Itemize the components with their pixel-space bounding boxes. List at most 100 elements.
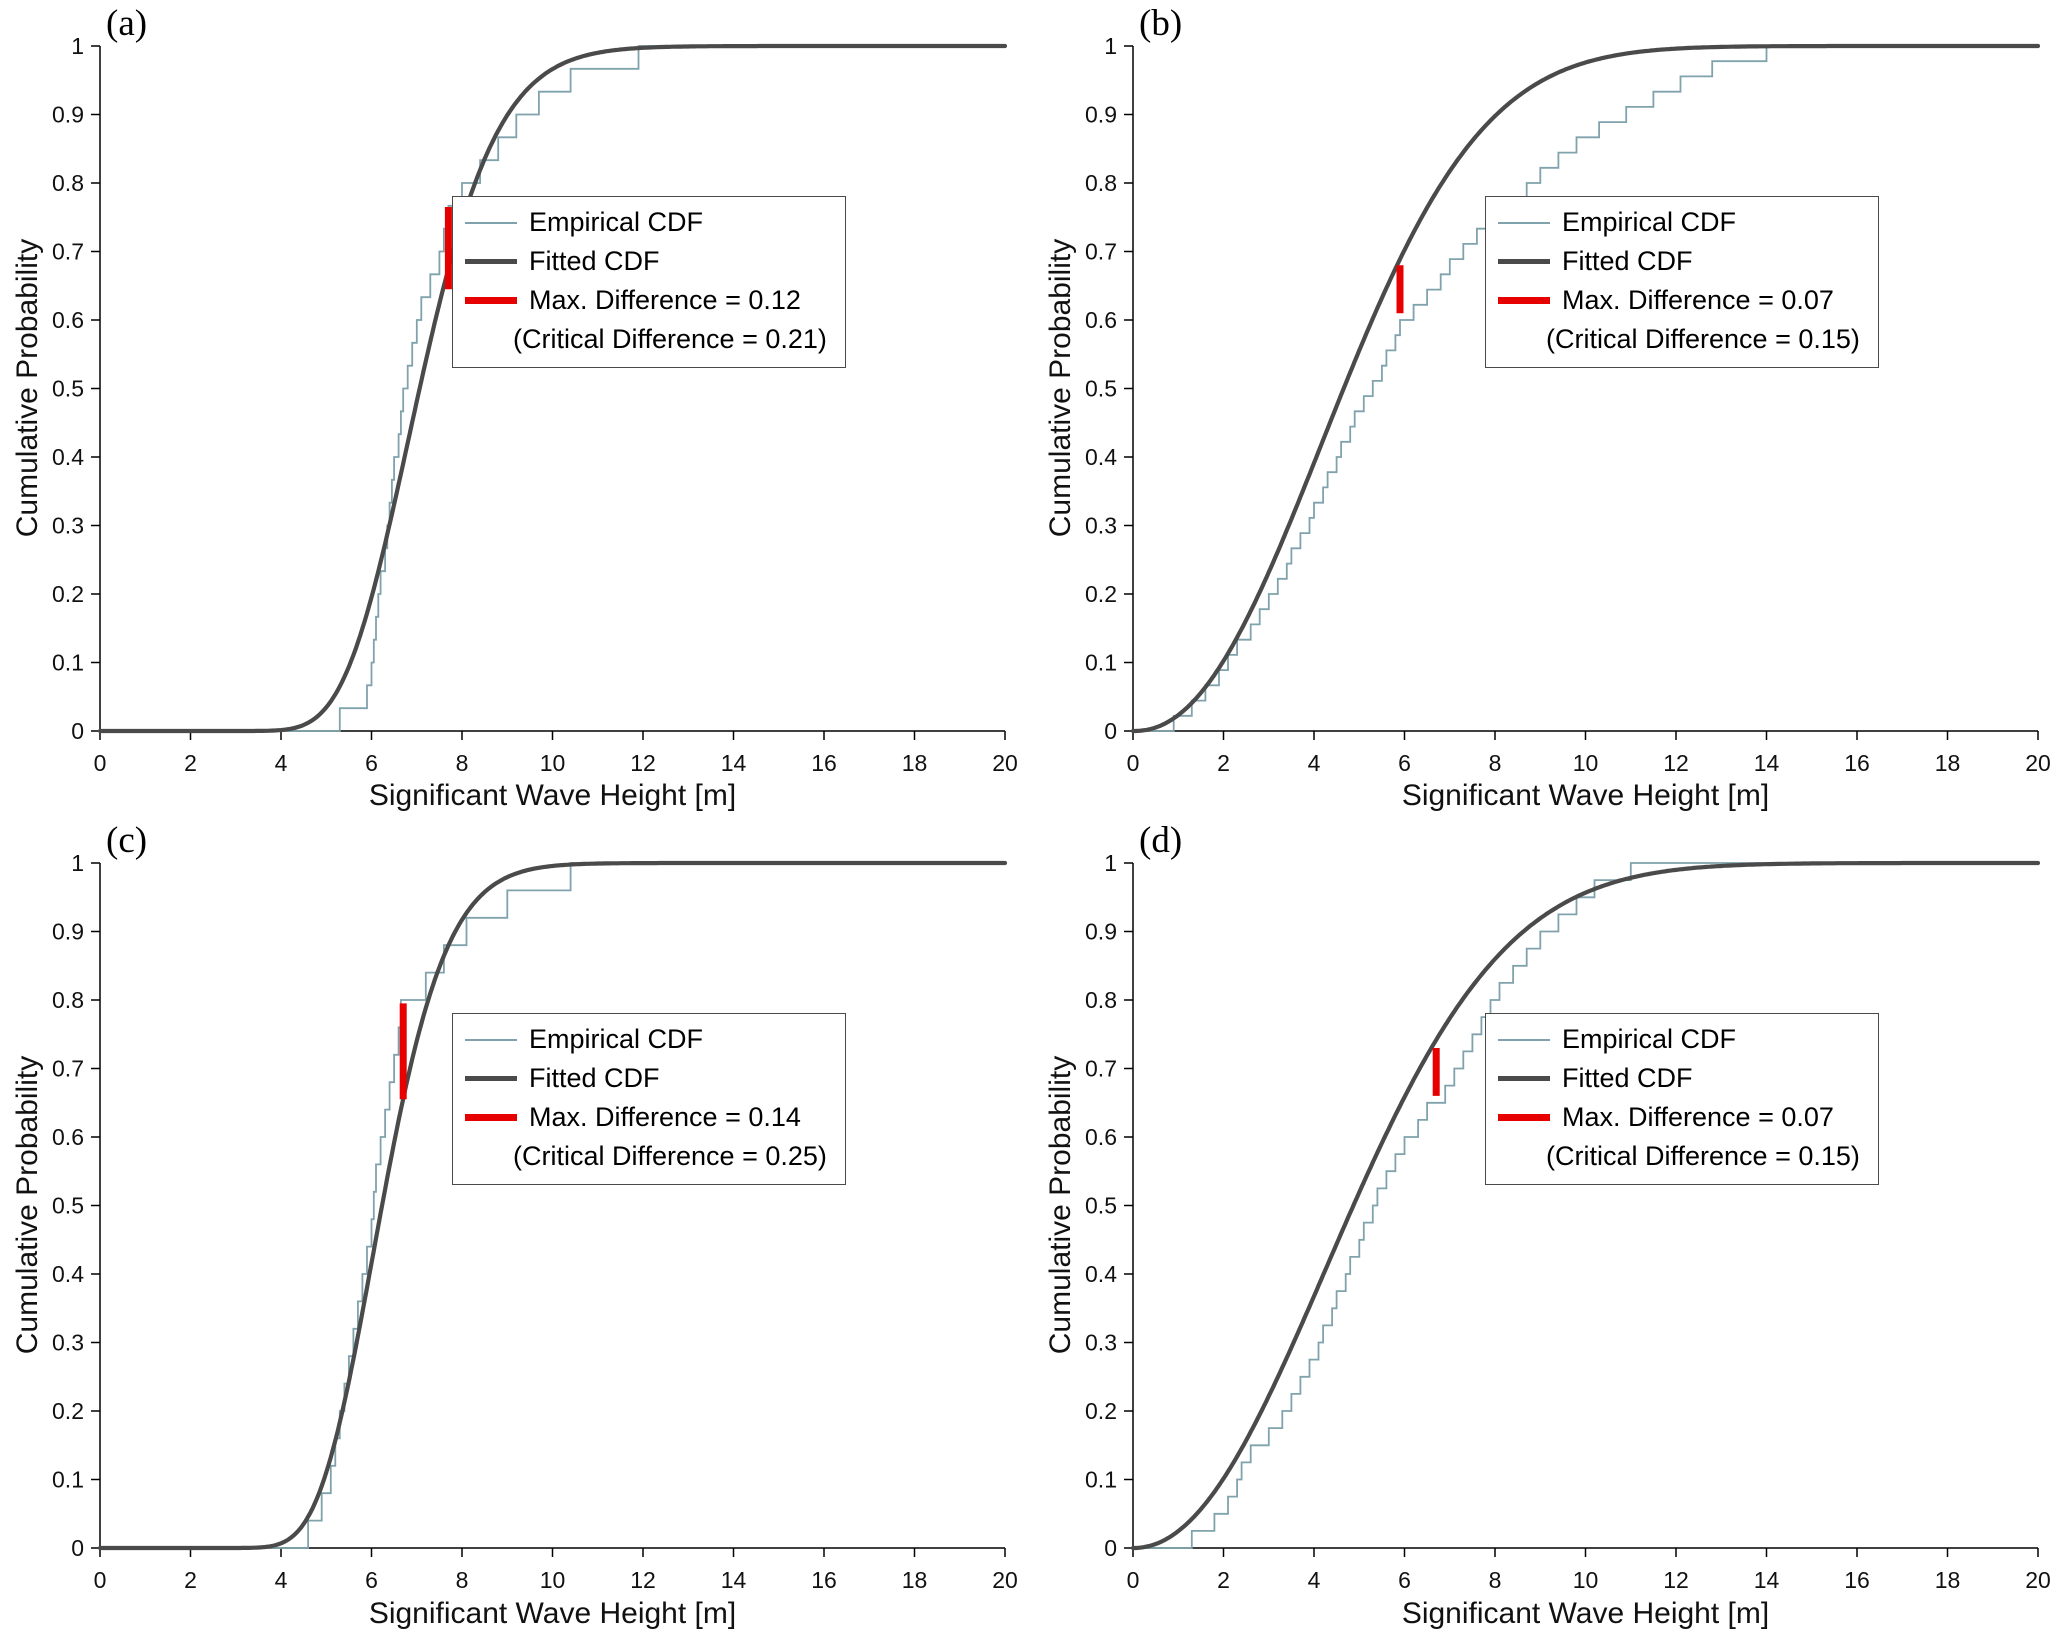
svg-text:6: 6 (365, 750, 378, 776)
svg-text:0: 0 (1127, 1567, 1140, 1593)
svg-text:1: 1 (1104, 850, 1117, 876)
y-axis-label: Cumulative Probability (1044, 1055, 1077, 1355)
svg-text:0.5: 0.5 (52, 376, 84, 402)
svg-text:8: 8 (456, 750, 469, 776)
cdf-plot-d: 0 2 4 6 8 10 12 14 16 18 20 0 0.1 0.2 0.3 0.4 0.5 0.6 0.7 0… (1085, 850, 2051, 1593)
legend: Empirical CDF Fitted CDF Max. Difference… (452, 1013, 846, 1186)
cdf-plot-a: 0 2 4 6 8 10 12 14 16 18 20 0 0.1 0.2 0.3 0.4 0.5 0.6 0.7 0… (52, 33, 1018, 776)
legend-empirical-label: Empirical CDF (1562, 207, 1737, 237)
svg-text:0.9: 0.9 (1085, 102, 1117, 128)
svg-text:18: 18 (1935, 1567, 1961, 1593)
max-difference-swatch (465, 297, 517, 305)
svg-text:1: 1 (71, 33, 84, 59)
legend-fitted-label: Fitted CDF (529, 1062, 660, 1093)
svg-text:0: 0 (71, 718, 84, 744)
svg-text:0.1: 0.1 (1085, 1467, 1117, 1493)
max-difference-swatch (1498, 297, 1550, 305)
svg-text:0.5: 0.5 (1085, 1193, 1117, 1219)
svg-text:0.5: 0.5 (52, 1193, 84, 1219)
panel-c: 0 2 4 6 8 10 12 14 16 18 20 0 0.1 0.2 0.3 0.4 0.5 0.6 0.7 0… (0, 817, 1033, 1635)
svg-text:0: 0 (1104, 1535, 1117, 1561)
cdf-plot-c: 0 2 4 6 8 10 12 14 16 18 20 0 0.1 0.2 0.3 0.4 0.5 0.6 0.7 0… (52, 850, 1018, 1593)
max-difference-swatch (465, 1114, 517, 1122)
svg-text:0.3: 0.3 (52, 1330, 84, 1356)
svg-text:0.9: 0.9 (52, 919, 84, 945)
svg-text:1: 1 (1104, 33, 1117, 59)
svg-text:20: 20 (992, 750, 1018, 776)
svg-text:6: 6 (1398, 1567, 1411, 1593)
svg-text:12: 12 (1663, 1567, 1689, 1593)
svg-text:20: 20 (2025, 750, 2051, 776)
legend-critical-difference-label: (Critical Difference = 0.15) (1546, 1140, 1860, 1171)
svg-text:0: 0 (1127, 750, 1140, 776)
svg-text:12: 12 (630, 750, 656, 776)
svg-text:4: 4 (1308, 750, 1321, 776)
cdf-plot-b: 0 2 4 6 8 10 12 14 16 18 20 0 0.1 0.2 0.3 0.4 0.5 0.6 0.7 0… (1085, 33, 2051, 776)
y-axis-label: Cumulative Probability (11, 238, 44, 538)
svg-text:6: 6 (1398, 750, 1411, 776)
legend-max-difference-label: Max. Difference = 0.14 (529, 1101, 801, 1132)
svg-text:0.6: 0.6 (52, 1124, 84, 1150)
svg-text:0.8: 0.8 (52, 170, 84, 196)
panel-label-a: (a) (106, 3, 148, 44)
svg-text:0.4: 0.4 (52, 1261, 84, 1287)
svg-text:16: 16 (1844, 750, 1870, 776)
legend: Empirical CDF Fitted CDF Max. Difference… (1485, 1013, 1879, 1186)
svg-text:0.7: 0.7 (1085, 1056, 1117, 1082)
x-axis-label: Significant Wave Height [m] (368, 779, 737, 812)
y-axis-label: Cumulative Probability (11, 1055, 44, 1355)
svg-text:0.6: 0.6 (1085, 1124, 1117, 1150)
svg-text:0.7: 0.7 (52, 1056, 84, 1082)
svg-text:10: 10 (540, 1567, 566, 1593)
svg-text:14: 14 (1754, 750, 1780, 776)
fitted-line-swatch (465, 1076, 517, 1082)
svg-text:20: 20 (2025, 1567, 2051, 1593)
legend-fitted-label: Fitted CDF (529, 245, 660, 276)
svg-text:16: 16 (811, 750, 837, 776)
fitted-line-swatch (1498, 1076, 1550, 1082)
svg-text:0.3: 0.3 (1085, 513, 1117, 539)
legend-critical-difference-label: (Critical Difference = 0.15) (1546, 323, 1860, 354)
svg-text:12: 12 (1663, 750, 1689, 776)
svg-text:0.1: 0.1 (1085, 650, 1117, 676)
svg-text:0: 0 (71, 1535, 84, 1561)
svg-text:8: 8 (1489, 750, 1502, 776)
y-axis-label: Cumulative Probability (1044, 238, 1077, 538)
svg-text:14: 14 (1754, 1567, 1780, 1593)
panel-b: 0 2 4 6 8 10 12 14 16 18 20 0 0.1 0.2 0.3 0.4 0.5 0.6 0.7 0… (1033, 0, 2067, 817)
x-axis-label: Significant Wave Height [m] (368, 1597, 737, 1630)
svg-text:2: 2 (1217, 1567, 1230, 1593)
svg-text:18: 18 (1935, 750, 1961, 776)
svg-text:16: 16 (811, 1567, 837, 1593)
svg-text:0.4: 0.4 (1085, 444, 1117, 470)
svg-text:0.1: 0.1 (52, 650, 84, 676)
svg-text:2: 2 (1217, 750, 1230, 776)
svg-text:8: 8 (456, 1567, 469, 1593)
panel-a: 0 2 4 6 8 10 12 14 16 18 20 0 0.1 0.2 0.3 0.4 0.5 0.6 0.7 0… (0, 0, 1033, 817)
svg-text:0.9: 0.9 (1085, 919, 1117, 945)
svg-text:0.8: 0.8 (52, 987, 84, 1013)
svg-text:2: 2 (184, 1567, 197, 1593)
legend-max-difference-label: Max. Difference = 0.07 (1562, 1101, 1834, 1132)
x-axis-label: Significant Wave Height [m] (1401, 1597, 1770, 1630)
svg-text:0.7: 0.7 (1085, 239, 1117, 265)
svg-text:0.2: 0.2 (1085, 581, 1117, 607)
fitted-line-swatch (465, 259, 517, 265)
svg-text:0.9: 0.9 (52, 102, 84, 128)
svg-text:0.6: 0.6 (52, 307, 84, 333)
legend-fitted-label: Fitted CDF (1562, 1062, 1693, 1093)
empirical-line-swatch (1498, 1038, 1550, 1041)
svg-text:0: 0 (1104, 718, 1117, 744)
svg-text:18: 18 (902, 1567, 928, 1593)
svg-text:10: 10 (540, 750, 566, 776)
svg-text:0.4: 0.4 (1085, 1261, 1117, 1287)
svg-text:12: 12 (630, 1567, 656, 1593)
svg-text:0.2: 0.2 (52, 581, 84, 607)
svg-text:14: 14 (721, 750, 747, 776)
legend-empirical-label: Empirical CDF (529, 207, 704, 237)
svg-text:0.2: 0.2 (1085, 1398, 1117, 1424)
svg-text:16: 16 (1844, 1567, 1870, 1593)
svg-text:20: 20 (992, 1567, 1018, 1593)
svg-text:0.1: 0.1 (52, 1467, 84, 1493)
empirical-line-swatch (465, 1038, 517, 1041)
